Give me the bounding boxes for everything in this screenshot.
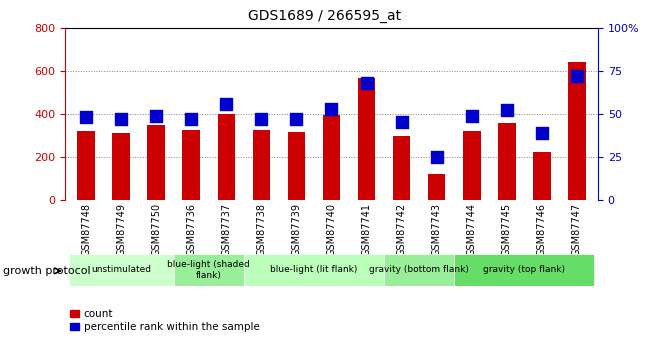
Point: [396, 120, 407, 125]
FancyBboxPatch shape: [68, 254, 174, 286]
FancyBboxPatch shape: [174, 254, 244, 286]
Bar: [358, 78, 375, 200]
Legend: count, percentile rank within the sample: count, percentile rank within the sample: [70, 309, 259, 332]
Text: unstimulated: unstimulated: [91, 265, 151, 275]
Point: [221, 101, 231, 106]
Text: gravity (bottom flank): gravity (bottom flank): [369, 265, 469, 275]
Point: [361, 80, 372, 86]
Bar: [253, 130, 270, 200]
Bar: [463, 131, 480, 200]
Text: blue-light (shaded
flank): blue-light (shaded flank): [168, 260, 250, 280]
Bar: [498, 123, 515, 200]
Bar: [533, 151, 551, 200]
Bar: [77, 131, 95, 200]
Bar: [288, 132, 305, 200]
Bar: [183, 130, 200, 200]
Point: [572, 73, 582, 79]
Point: [467, 113, 477, 118]
Point: [186, 116, 196, 122]
FancyBboxPatch shape: [454, 254, 595, 286]
Bar: [393, 137, 410, 200]
Bar: [428, 174, 445, 200]
Point: [502, 108, 512, 113]
Point: [151, 113, 161, 118]
Text: blue-light (lit flank): blue-light (lit flank): [270, 265, 358, 275]
Bar: [148, 125, 165, 200]
Point: [537, 130, 547, 136]
Bar: [112, 133, 130, 200]
Text: growth protocol: growth protocol: [3, 266, 91, 276]
Bar: [568, 62, 586, 200]
FancyBboxPatch shape: [384, 254, 454, 286]
Point: [291, 116, 302, 122]
Bar: [323, 115, 340, 200]
Text: GDS1689 / 266595_at: GDS1689 / 266595_at: [248, 9, 402, 23]
Point: [326, 106, 337, 111]
FancyBboxPatch shape: [244, 254, 384, 286]
Bar: [218, 114, 235, 200]
Text: gravity (top flank): gravity (top flank): [484, 265, 566, 275]
Point: [116, 116, 126, 122]
Point: [256, 116, 266, 122]
Point: [432, 154, 442, 160]
Point: [81, 115, 91, 120]
